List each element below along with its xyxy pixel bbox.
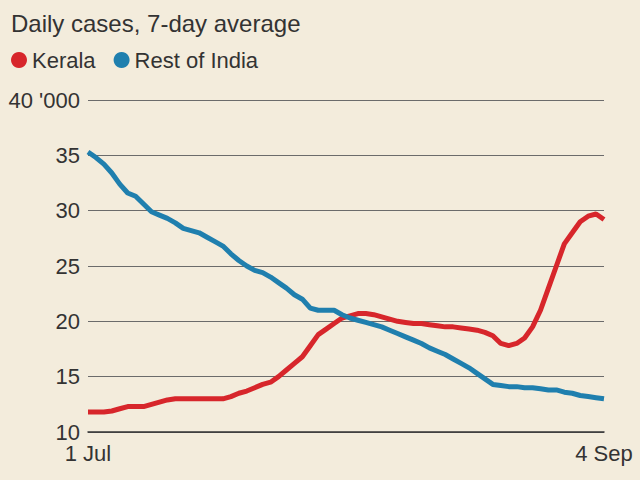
svg-text:4 Sep: 4 Sep: [575, 441, 633, 466]
svg-text:Daily cases, 7-day average: Daily cases, 7-day average: [11, 10, 300, 37]
svg-text:40 '000: 40 '000: [9, 88, 81, 113]
svg-text:25: 25: [56, 254, 80, 279]
svg-text:15: 15: [56, 364, 80, 389]
svg-text:30: 30: [56, 198, 80, 223]
svg-text:Rest of India: Rest of India: [135, 48, 259, 73]
svg-text:35: 35: [56, 143, 80, 168]
svg-text:1 Jul: 1 Jul: [65, 441, 111, 466]
svg-text:10: 10: [55, 419, 80, 445]
svg-text:20: 20: [56, 309, 80, 334]
svg-text:Kerala: Kerala: [32, 48, 96, 73]
